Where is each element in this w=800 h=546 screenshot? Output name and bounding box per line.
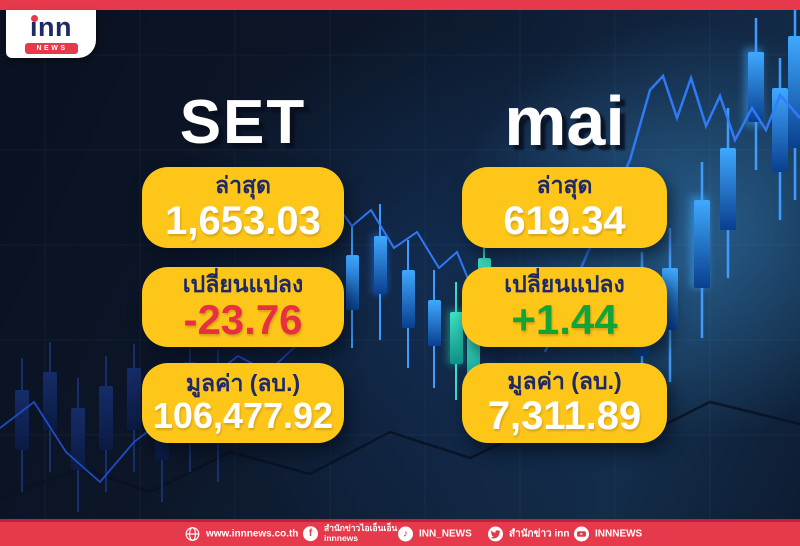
footer-facebook-label: สำนักข่าวไอเอ็นเอ็น <box>324 523 398 534</box>
set-change-card: เปลี่ยนแปลง -23.76 <box>142 267 344 347</box>
mai-latest-value: 619.34 <box>503 198 626 243</box>
facebook-icon: f <box>303 526 318 542</box>
dark-trend-line <box>0 400 800 500</box>
logo-wordmark: inn <box>30 11 72 42</box>
footer-website-label: www.innnews.co.th <box>206 528 299 540</box>
logo-red-dot <box>31 14 38 22</box>
tiktok-icon: ♪ <box>398 526 413 542</box>
set-value-label: มูลค่า (ลบ.) <box>185 369 301 396</box>
mai-value-card: มูลค่า (ลบ.) 7,311.89 <box>462 363 667 443</box>
mai-value-label: มูลค่า (ลบ.) <box>507 367 622 394</box>
footer-twitter-label: สำนักข่าว inn <box>509 528 570 540</box>
set-column-title: SET <box>179 88 307 157</box>
footer-youtube-label: INNNEWS <box>595 528 643 540</box>
logo-news-badge: NEWS <box>24 42 78 55</box>
mai-change-label: เปลี่ยนแปลง <box>504 270 625 297</box>
set-latest-card: ล่าสุด 1,653.03 <box>142 167 344 248</box>
set-value-card: มูลค่า (ลบ.) 106,477.92 <box>142 363 344 443</box>
footer-twitter-item: สำนักข่าว inn <box>488 526 570 542</box>
inn-news-logo: inn NEWS <box>6 10 96 58</box>
top-red-bar <box>0 0 800 10</box>
right-trend-line <box>543 73 800 353</box>
set-turnover-value: 106,477.92 <box>152 395 334 437</box>
footer-website-item: www.innnews.co.th <box>185 527 298 542</box>
footer-tiktok-item: ♪ INN_NEWS <box>398 526 472 542</box>
mai-change-value: +1.44 <box>511 296 618 344</box>
footer-youtube-item: INNNEWS <box>574 526 643 542</box>
set-change-value: -23.76 <box>183 296 303 344</box>
set-latest-label: ล่าสุด <box>215 172 271 199</box>
globe-icon <box>185 527 200 542</box>
footer-facebook-item: f สำนักข่าวไอเอ็นเอ็น innnews <box>303 523 398 544</box>
mai-latest-label: ล่าสุด <box>536 172 593 199</box>
mai-turnover-value: 7,311.89 <box>487 394 642 439</box>
set-change-label: เปลี่ยนแปลง <box>182 270 304 297</box>
footer-tiktok-label: INN_NEWS <box>419 528 472 540</box>
mai-latest-card: ล่าสุด 619.34 <box>462 167 667 248</box>
mai-change-card: เปลี่ยนแปลง +1.44 <box>462 267 667 347</box>
twitter-icon <box>488 526 503 542</box>
youtube-icon <box>574 526 589 542</box>
set-latest-value: 1,653.03 <box>165 198 321 243</box>
footer-facebook-handle: innnews <box>324 533 359 543</box>
mai-column-title: mai <box>504 82 625 160</box>
footer-social-bar: www.innnews.co.th f สำนักข่าวไอเอ็นเอ็น … <box>0 519 800 546</box>
